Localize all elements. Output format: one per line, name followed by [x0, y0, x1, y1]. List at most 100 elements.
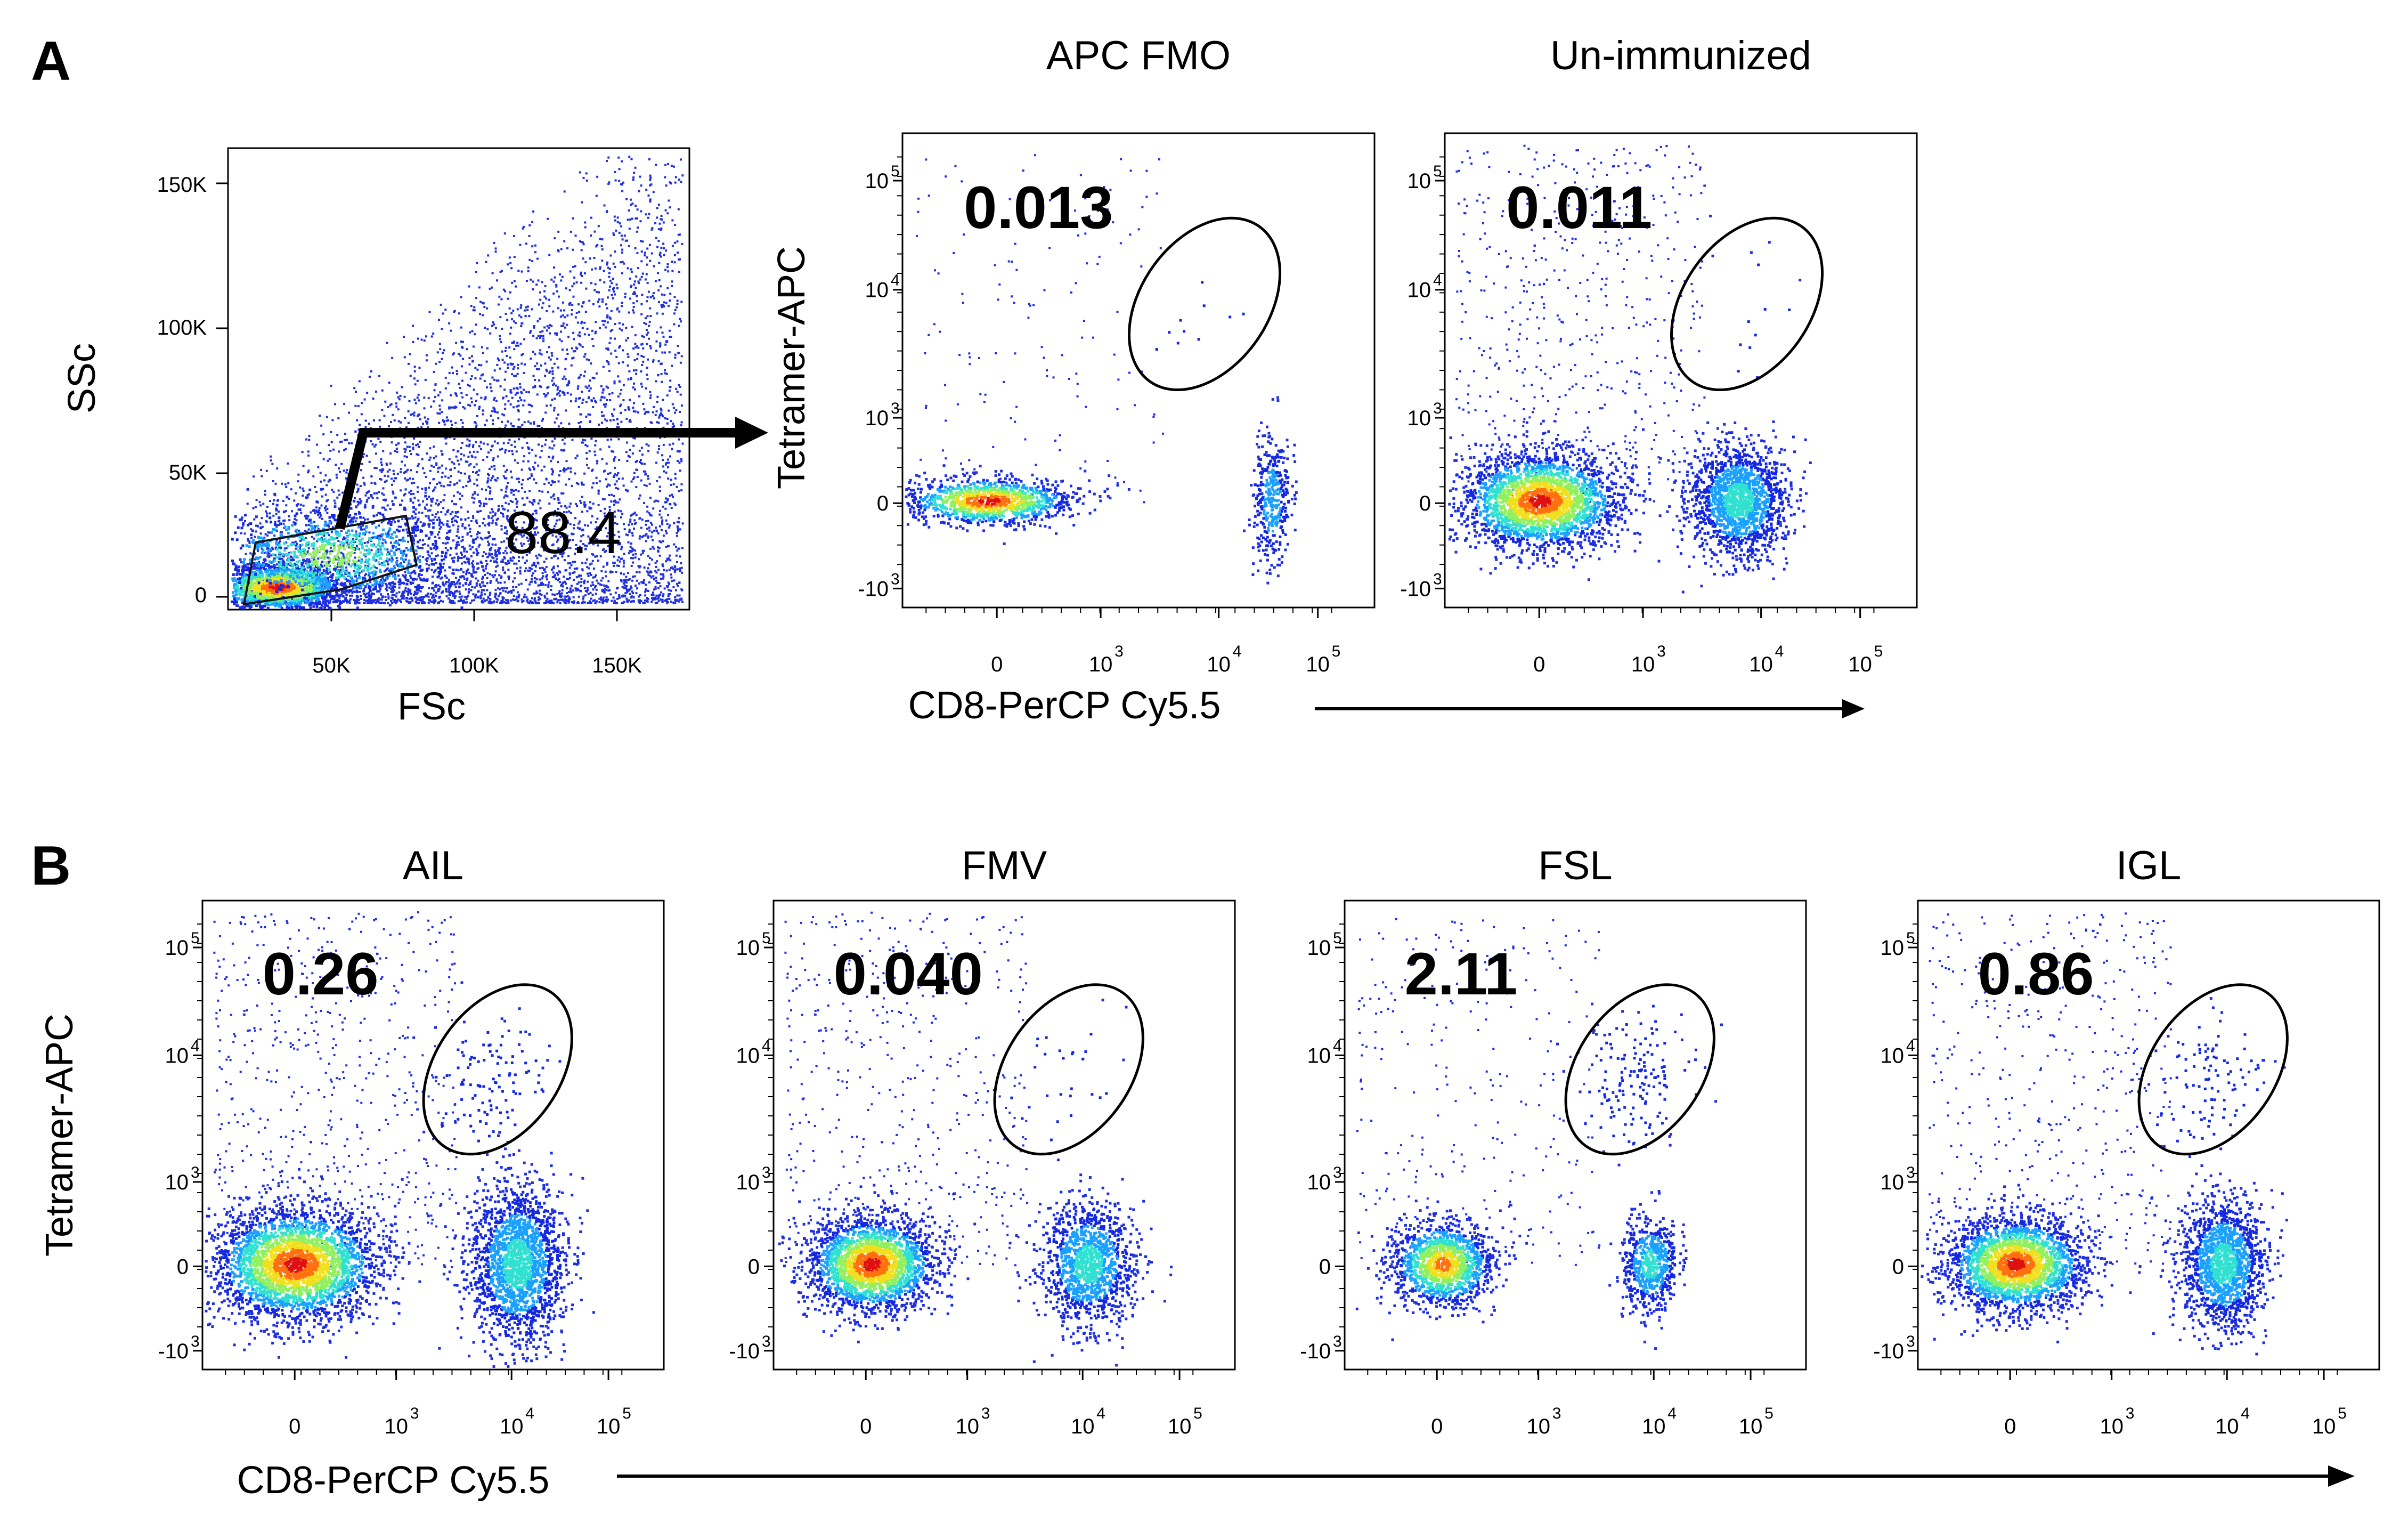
x-tick-label: 10: [2215, 1415, 2239, 1438]
tetramer-gate-igl: [2109, 957, 2318, 1182]
tetramer-gate-apc-fmo: [1098, 190, 1311, 418]
x-tick-label: 10: [1749, 653, 1773, 676]
y-tick-label: -10: [858, 577, 889, 601]
y-tick-label: 0: [1419, 492, 1431, 515]
gate-percent-igl: 0.86: [1978, 941, 2094, 1007]
x-tick-exponent: 5: [2338, 1405, 2347, 1422]
gate-percent-fmv: 0.040: [834, 941, 983, 1007]
x-tick-exponent: 5: [1193, 1405, 1202, 1422]
y-tick-exponent: 4: [1433, 272, 1442, 289]
figure: A B 50K 100K 150K 0 50K 100K 150K FSc SS…: [0, 0, 2408, 1523]
y-tick-exponent: 4: [762, 1037, 771, 1055]
cd8-axis-label-b: CD8-PerCP Cy5.5: [237, 1459, 550, 1502]
y-tick-exponent: 3: [1906, 1164, 1915, 1181]
plot-title-fsl: FSL: [1538, 843, 1612, 888]
x-tick-label: 0: [860, 1415, 872, 1438]
x-tick-label: 10: [1631, 653, 1655, 676]
x-tick-exponent: 5: [622, 1405, 631, 1422]
x-tick-exponent: 4: [1233, 643, 1242, 660]
y-tick-exponent: 4: [891, 272, 900, 289]
x-tick-exponent: 5: [1764, 1405, 1774, 1422]
panel-label-a: A: [31, 30, 71, 92]
x-tick-label: 0: [289, 1415, 300, 1438]
y-tick-label: -10: [729, 1340, 760, 1363]
ssc-axis-label: SSc: [61, 343, 103, 414]
x-tick-label: 10: [1168, 1415, 1192, 1438]
y-tick-label: 10: [1408, 407, 1431, 430]
gate-percent-un-immunized: 0.011: [1506, 174, 1652, 241]
y-tick-label: 0: [1319, 1255, 1331, 1278]
panel-label-b: B: [31, 835, 71, 897]
y-tick-exponent: 3: [1433, 570, 1442, 588]
ssc-tick-50k: 50K: [169, 461, 207, 484]
cd8-arrow-b-head: [2328, 1465, 2355, 1487]
y-tick-exponent: 3: [891, 400, 900, 417]
x-tick-label: 0: [1533, 653, 1545, 676]
gate-percent-apc-fmo: 0.013: [964, 174, 1113, 241]
x-tick-label: 10: [1739, 1415, 1763, 1438]
fsc-tick-150k: 150K: [592, 654, 642, 677]
x-tick-exponent: 3: [410, 1405, 419, 1422]
cd8-arrow-a-head: [1842, 699, 1865, 718]
y-tick-exponent: 4: [191, 1037, 200, 1055]
y-tick-exponent: 5: [1906, 929, 1915, 947]
plot-title-igl: IGL: [2116, 843, 2182, 888]
x-tick-label: 10: [2312, 1415, 2336, 1438]
y-tick-exponent: 3: [1333, 1333, 1342, 1350]
y-tick-exponent: 5: [191, 929, 200, 947]
x-tick-exponent: 4: [1775, 643, 1784, 660]
plot-title-fmv: FMV: [962, 843, 1047, 888]
ssc-tick-100k: 100K: [157, 316, 207, 339]
x-tick-label: 10: [597, 1415, 621, 1438]
y-tick-label: -10: [1873, 1340, 1904, 1363]
tetramer-axis-label-b: Tetramer-APC: [38, 1014, 81, 1257]
cd8-axis-label-a: CD8-PerCP Cy5.5: [908, 684, 1221, 727]
x-tick-label: 10: [1848, 653, 1872, 676]
y-tick-label: 0: [1892, 1255, 1904, 1278]
y-tick-label: -10: [1400, 577, 1431, 601]
y-tick-exponent: 3: [762, 1333, 771, 1350]
ssc-tick-150k: 150K: [157, 173, 207, 197]
events-igl: [1921, 912, 2288, 1355]
y-tick-exponent: 5: [1433, 163, 1442, 180]
y-tick-label: 10: [865, 169, 889, 193]
x-tick-label: 10: [1642, 1415, 1666, 1438]
y-tick-exponent: 4: [1333, 1037, 1342, 1055]
fsc-tick-50k: 50K: [312, 654, 350, 677]
x-tick-exponent: 4: [1096, 1405, 1105, 1422]
x-tick-exponent: 3: [1114, 643, 1124, 660]
y-tick-exponent: 3: [191, 1333, 200, 1350]
x-tick-label: 10: [1526, 1415, 1550, 1438]
y-tick-exponent: 3: [191, 1164, 200, 1181]
x-tick-label: 10: [1089, 653, 1113, 676]
x-tick-exponent: 3: [2126, 1405, 2135, 1422]
gate-percent-fsl: 2.11: [1405, 941, 1518, 1007]
y-tick-label: 10: [1881, 936, 1905, 960]
y-tick-exponent: 3: [1333, 1164, 1342, 1181]
x-tick-exponent: 4: [1667, 1405, 1677, 1422]
y-tick-label: 10: [1881, 1044, 1905, 1067]
y-tick-label: 10: [1307, 1044, 1331, 1067]
x-tick-label: 10: [500, 1415, 524, 1438]
y-tick-label: -10: [158, 1340, 189, 1363]
x-tick-label: 10: [1306, 653, 1330, 676]
x-tick-label: 10: [955, 1415, 979, 1438]
y-tick-label: 10: [1408, 279, 1431, 302]
plot-title-apc-fmo: APC FMO: [1046, 33, 1231, 78]
x-tick-label: 10: [384, 1415, 408, 1438]
x-tick-exponent: 3: [1657, 643, 1666, 660]
y-tick-label: 10: [1408, 169, 1431, 193]
x-tick-exponent: 3: [1552, 1405, 1561, 1422]
y-tick-label: 10: [865, 279, 889, 302]
tetramer-axis-label-a: Tetramer-APC: [770, 246, 813, 489]
tetramer-gate-ail: [393, 957, 603, 1182]
fsc-tick-100k: 100K: [449, 654, 499, 677]
x-tick-label: 10: [1207, 653, 1231, 676]
